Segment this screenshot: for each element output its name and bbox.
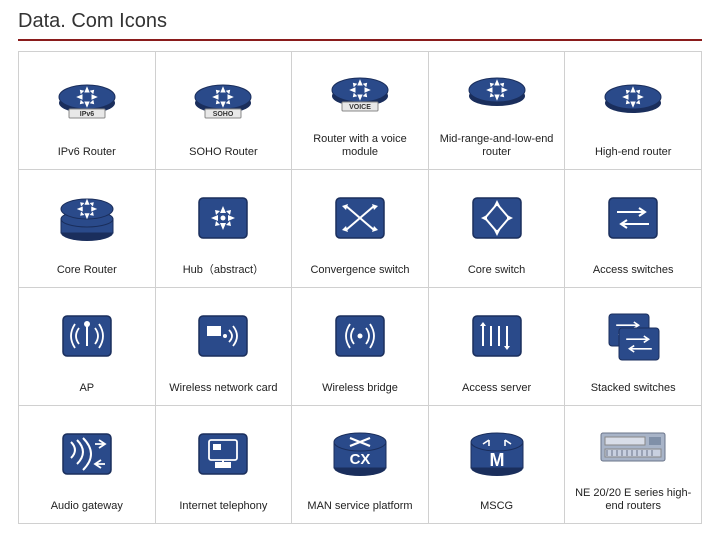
- icon-cell: Access server: [428, 288, 565, 406]
- nic-card-icon: [160, 294, 288, 378]
- icon-cell: Audio gateway: [19, 406, 156, 524]
- audio-box-icon: [23, 412, 151, 496]
- iphone-box-icon: [160, 412, 288, 496]
- cx-cylinder-icon: CX: [296, 412, 424, 496]
- switch-box-pair-icon: [569, 176, 697, 260]
- icon-cell: Mid-range-and-low-end router: [428, 52, 565, 170]
- icon-cell: Core switch: [428, 170, 565, 288]
- router-disc-icon: [569, 58, 697, 142]
- icon-grid: IPv6 IPv6 Router SOHO SOHO Router VOICE …: [18, 51, 702, 524]
- icon-label: Core Router: [57, 264, 117, 277]
- core-stack-icon: [23, 176, 151, 260]
- icon-label: Stacked switches: [591, 382, 676, 395]
- ap-antenna-icon: [23, 294, 151, 378]
- icon-label: High-end router: [595, 146, 671, 159]
- switch-box-diamond-icon: [433, 176, 561, 260]
- icon-label: MAN service platform: [307, 500, 412, 513]
- hub-box-icon: [160, 176, 288, 260]
- icon-label: NE 20/20 E series high-end routers: [573, 487, 693, 513]
- icon-cell: IPv6 IPv6 Router: [19, 52, 156, 170]
- icon-label: AP: [79, 382, 94, 395]
- stacked-switches-icon: [569, 294, 697, 378]
- icon-label: Convergence switch: [310, 264, 409, 277]
- icon-cell: Access switches: [565, 170, 702, 288]
- svg-text:IPv6: IPv6: [80, 111, 95, 118]
- switch-box-x-icon: [296, 176, 424, 260]
- router-disc-icon: IPv6: [23, 58, 151, 142]
- icon-label: Hub（abstract）: [183, 264, 264, 277]
- server-lines-icon: [433, 294, 561, 378]
- icon-label: Access server: [462, 382, 531, 395]
- icon-label: SOHO Router: [189, 146, 257, 159]
- icon-cell: High-end router: [565, 52, 702, 170]
- icon-cell: Stacked switches: [565, 288, 702, 406]
- router-disc-icon: SOHO: [160, 58, 288, 142]
- icon-cell: M MSCG: [428, 406, 565, 524]
- icon-cell: AP: [19, 288, 156, 406]
- icon-cell: Wireless network card: [155, 288, 292, 406]
- icon-cell: Convergence switch: [292, 170, 429, 288]
- svg-text:CX: CX: [350, 451, 371, 468]
- router-disc-icon: [433, 58, 561, 129]
- svg-text:SOHO: SOHO: [213, 111, 234, 118]
- icon-label: Core switch: [468, 264, 525, 277]
- icon-label: Internet telephony: [179, 500, 267, 513]
- icon-label: Mid-range-and-low-end router: [437, 133, 557, 159]
- icon-cell: Core Router: [19, 170, 156, 288]
- icon-label: IPv6 Router: [58, 146, 116, 159]
- router-disc-icon: VOICE: [296, 58, 424, 129]
- svg-text:M: M: [489, 450, 504, 470]
- icon-label: Wireless bridge: [322, 382, 398, 395]
- icon-label: Router with a voice module: [300, 133, 420, 159]
- icon-cell: CX MAN service platform: [292, 406, 429, 524]
- icon-cell: NE 20/20 E series high-end routers: [565, 406, 702, 524]
- icon-label: Audio gateway: [51, 500, 123, 513]
- icon-cell: Internet telephony: [155, 406, 292, 524]
- icon-label: MSCG: [480, 500, 513, 513]
- icon-cell: Hub（abstract）: [155, 170, 292, 288]
- icon-label: Access switches: [593, 264, 674, 277]
- icon-cell: VOICE Router with a voice module: [292, 52, 429, 170]
- m-cylinder-icon: M: [433, 412, 561, 496]
- ne-rack-icon: [569, 412, 697, 483]
- icon-cell: Wireless bridge: [292, 288, 429, 406]
- svg-text:VOICE: VOICE: [349, 104, 371, 111]
- icon-label: Wireless network card: [169, 382, 277, 395]
- bridge-box-icon: [296, 294, 424, 378]
- icon-cell: SOHO SOHO Router: [155, 52, 292, 170]
- page-title: Data. Com Icons: [18, 10, 702, 41]
